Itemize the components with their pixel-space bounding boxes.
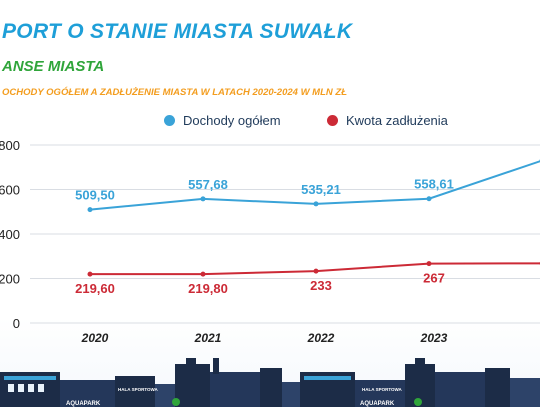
- series-1-label-2022: 233: [310, 278, 332, 293]
- section-title: ANSE MIASTA: [2, 58, 105, 75]
- legend-debt: Kwota zadłużenia: [327, 113, 448, 128]
- series-1-label-2020: 219,60: [75, 281, 115, 296]
- x-tick-label-2022: 2022: [307, 331, 335, 345]
- x-tick-label-2023: 2023: [420, 331, 448, 345]
- footer-label-hala-1: HALA SPORTOWA: [118, 387, 159, 392]
- x-tick-label-2021: 2021: [194, 331, 222, 345]
- legend-income-label: Dochody ogółem: [183, 113, 281, 128]
- x-tick-label-2020: 2020: [81, 331, 109, 345]
- line-chart: 0200400600800202020212022202320509,50557…: [0, 138, 540, 345]
- series-1-point-2022: [313, 268, 319, 274]
- y-tick-label-800: 800: [0, 138, 20, 153]
- series-1-point-2023: [426, 261, 432, 267]
- y-tick-label-200: 200: [0, 272, 20, 287]
- legend-income-marker: [164, 115, 175, 126]
- series-0-point-2022: [313, 201, 319, 207]
- series-1-point-2020: [87, 271, 93, 277]
- y-tick-label-0: 0: [13, 316, 20, 331]
- series-0-label-2022: 535,21: [301, 182, 341, 197]
- city-skyline-illustration: AQUAPARK HALA SPORTOWA AQUAPARK HALA SPO…: [0, 358, 540, 407]
- y-tick-label-400: 400: [0, 227, 20, 242]
- footer-label-hala-2: HALA SPORTOWA: [362, 387, 403, 392]
- chart-subtitle: OCHODY OGÓŁEM A ZADŁUŻENIE MIASTA W LATA…: [2, 87, 348, 98]
- series-1-point-2021: [200, 271, 206, 277]
- series-0-point-2021: [200, 196, 206, 202]
- footer-label-aquapark-1: AQUAPARK: [66, 401, 101, 407]
- skyline-left: [0, 358, 300, 407]
- legend-income: Dochody ogółem: [164, 113, 281, 128]
- series-0-point-2020: [87, 207, 93, 213]
- y-tick-label-600: 600: [0, 183, 20, 198]
- report-title: PORT O STANIE MIASTA SUWAŁK: [2, 20, 353, 43]
- footer-label-aquapark-2: AQUAPARK: [360, 401, 395, 407]
- series-1-label-2023: 267: [423, 271, 445, 286]
- series-0-label-2023: 558,61: [414, 177, 454, 192]
- series-1-label-2021: 219,80: [188, 281, 228, 296]
- series-0-label-2020: 509,50: [75, 188, 115, 203]
- legend-debt-label: Kwota zadłużenia: [346, 113, 448, 128]
- skyline-right: [300, 358, 540, 407]
- series-0-point-2023: [426, 196, 432, 202]
- series-0-label-2021: 557,68: [188, 177, 228, 192]
- legend-debt-marker: [327, 115, 338, 126]
